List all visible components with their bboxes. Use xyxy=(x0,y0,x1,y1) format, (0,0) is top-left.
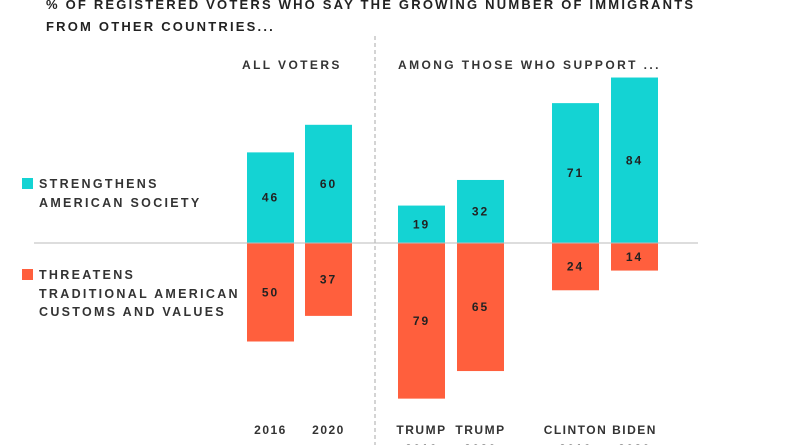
data-label-strengthens: 46 xyxy=(262,191,279,205)
legend-label-threatens: THREATENS TRADITIONAL AMERICAN CUSTOMS A… xyxy=(39,268,240,319)
bar-strengthens xyxy=(247,152,294,243)
data-label-strengthens: 71 xyxy=(567,166,584,180)
data-label-strengthens: 84 xyxy=(626,153,643,167)
bar-strengthens xyxy=(457,179,504,243)
data-label-threatens: 65 xyxy=(472,300,489,314)
legend-label-strengthens: STRENGTHENS AMERICAN SOCIETY xyxy=(39,177,202,210)
bar-strengthens xyxy=(611,77,658,244)
category-label: 2020 xyxy=(312,423,345,437)
data-label-strengthens: 60 xyxy=(320,177,337,191)
category-label: 2016 xyxy=(405,442,438,445)
category-label: BIDEN xyxy=(612,423,657,437)
data-label-strengthens: 32 xyxy=(472,204,489,218)
bar-threatens xyxy=(398,243,445,399)
chart-title-line-1: % OF REGISTERED VOTERS WHO SAY THE GROWI… xyxy=(46,0,696,12)
data-label-strengthens: 19 xyxy=(413,217,430,231)
data-label-threatens: 24 xyxy=(567,260,584,274)
bar-strengthens xyxy=(305,124,352,243)
category-label: CLINTON xyxy=(544,423,608,437)
chart-title-line-2: FROM OTHER COUNTRIES... xyxy=(46,19,275,34)
data-label-threatens: 50 xyxy=(262,285,279,299)
data-label-threatens: 79 xyxy=(413,314,430,328)
bar-threatens xyxy=(552,243,599,291)
group-label-supporters: AMONG THOSE WHO SUPPORT ... xyxy=(398,58,661,72)
data-label-threatens: 14 xyxy=(626,250,643,264)
category-label: TRUMP xyxy=(455,423,505,437)
bar-threatens xyxy=(457,243,504,372)
category-label: 2016 xyxy=(254,423,287,437)
category-label: TRUMP xyxy=(396,423,446,437)
category-label: 2020 xyxy=(618,442,651,445)
bar-strengthens xyxy=(552,103,599,243)
legend-swatch-strengthens xyxy=(22,178,33,189)
chart-title: % OF REGISTERED VOTERS WHO SAY THE GROWI… xyxy=(46,0,766,38)
category-label: 2016 xyxy=(559,442,592,445)
bar-threatens xyxy=(305,243,352,316)
bar-strengthens xyxy=(398,205,445,243)
group-label-all-voters: ALL VOTERS xyxy=(242,58,342,72)
category-label: 2020 xyxy=(464,442,497,445)
bar-threatens xyxy=(247,243,294,342)
legend-swatch-threatens xyxy=(22,269,33,280)
bar-threatens xyxy=(611,243,658,271)
data-label-threatens: 37 xyxy=(320,272,337,286)
